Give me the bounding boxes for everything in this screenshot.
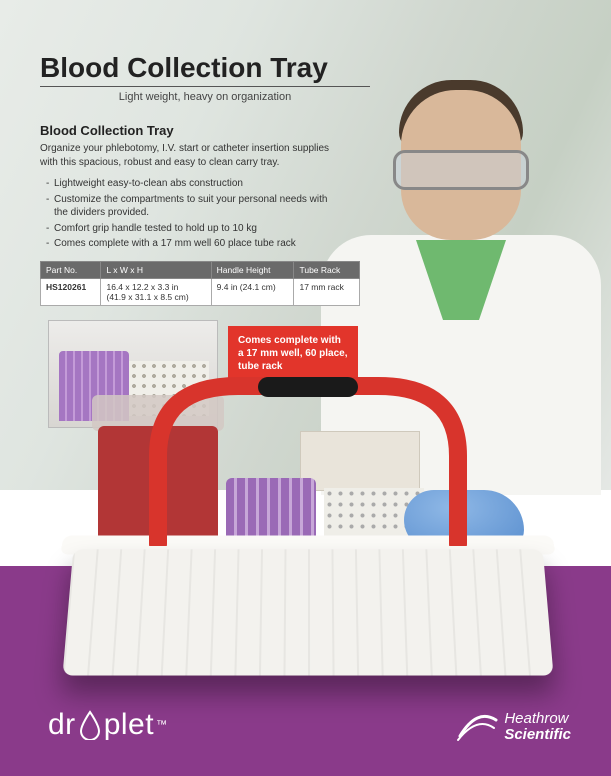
swoosh-icon	[456, 706, 498, 748]
cell-handle: 9.4 in (24.1 cm)	[211, 278, 294, 305]
product-tray	[68, 356, 548, 676]
bullet-item: Comfort grip handle tested to hold up to…	[46, 222, 336, 236]
bullet-item: Customize the compartments to suit your …	[46, 193, 336, 220]
col-dims: L x W x H	[101, 261, 211, 278]
logo-left-pre: dr	[48, 708, 76, 742]
col-handle: Handle Height	[211, 261, 294, 278]
cell-dims: 16.4 x 12.2 x 3.3 in (41.9 x 31.1 x 8.5 …	[101, 278, 211, 305]
logo-right-line2: Scientific	[504, 727, 571, 743]
tray-handle	[138, 366, 478, 546]
bullet-item: Comes complete with a 17 mm well 60 plac…	[46, 237, 336, 251]
cell-rack: 17 mm rack	[294, 278, 360, 305]
cell-partno: HS120261	[41, 278, 101, 305]
bullet-item: Lightweight easy-to-clean abs constructi…	[46, 177, 336, 191]
droplet-logo: dr plet ™	[48, 708, 168, 742]
intro-paragraph: Organize your phlebotomy, I.V. start or …	[40, 142, 340, 169]
text-block: Blood Collection Tray Light weight, heav…	[40, 52, 370, 316]
col-rack: Tube Rack	[294, 261, 360, 278]
feature-bullets: Lightweight easy-to-clean abs constructi…	[40, 177, 370, 251]
spec-table: Part No. L x W x H Handle Height Tube Ra…	[40, 261, 360, 306]
table-row: HS120261 16.4 x 12.2 x 3.3 in (41.9 x 31…	[41, 278, 360, 305]
logo-left-post: plet	[104, 708, 154, 742]
page-title: Blood Collection Tray	[40, 52, 370, 87]
tagline: Light weight, heavy on organization	[40, 91, 370, 103]
heathrow-logo: Heathrow Scientific	[456, 706, 571, 748]
trademark: ™	[156, 719, 168, 731]
droplet-icon	[78, 710, 102, 740]
subhead: Blood Collection Tray	[40, 123, 370, 138]
logo-right-line1: Heathrow	[504, 711, 571, 727]
col-partno: Part No.	[41, 261, 101, 278]
